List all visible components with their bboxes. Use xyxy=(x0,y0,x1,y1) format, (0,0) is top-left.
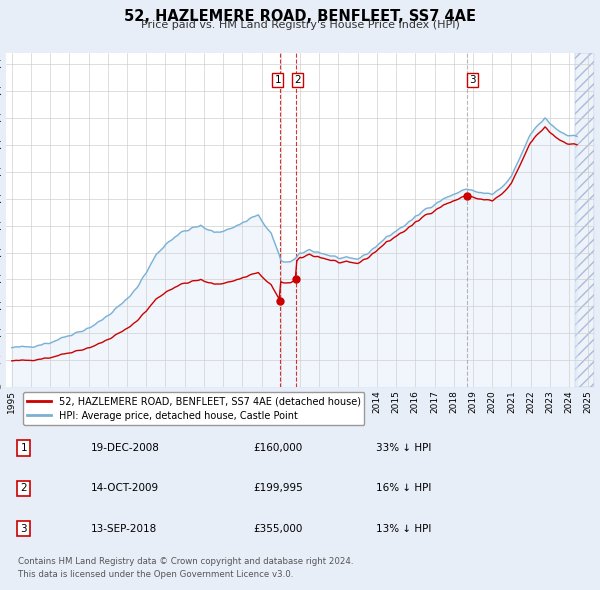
Text: 2: 2 xyxy=(20,483,27,493)
Text: £160,000: £160,000 xyxy=(253,443,302,453)
Text: 16% ↓ HPI: 16% ↓ HPI xyxy=(376,483,432,493)
Text: 14-OCT-2009: 14-OCT-2009 xyxy=(91,483,160,493)
Text: £199,995: £199,995 xyxy=(253,483,303,493)
Text: Price paid vs. HM Land Registry's House Price Index (HPI): Price paid vs. HM Land Registry's House … xyxy=(140,20,460,30)
Text: 3: 3 xyxy=(469,75,475,85)
Text: 1: 1 xyxy=(274,75,281,85)
Legend: 52, HAZLEMERE ROAD, BENFLEET, SS7 4AE (detached house), HPI: Average price, deta: 52, HAZLEMERE ROAD, BENFLEET, SS7 4AE (d… xyxy=(23,392,364,425)
Text: 19-DEC-2008: 19-DEC-2008 xyxy=(91,443,160,453)
Text: Contains HM Land Registry data © Crown copyright and database right 2024.: Contains HM Land Registry data © Crown c… xyxy=(18,556,353,565)
Text: 1: 1 xyxy=(20,443,27,453)
Text: 2: 2 xyxy=(295,75,301,85)
Text: 3: 3 xyxy=(20,523,27,533)
Text: This data is licensed under the Open Government Licence v3.0.: This data is licensed under the Open Gov… xyxy=(18,570,293,579)
Text: 13-SEP-2018: 13-SEP-2018 xyxy=(91,523,158,533)
Text: 52, HAZLEMERE ROAD, BENFLEET, SS7 4AE: 52, HAZLEMERE ROAD, BENFLEET, SS7 4AE xyxy=(124,9,476,24)
Text: 13% ↓ HPI: 13% ↓ HPI xyxy=(376,523,432,533)
Text: £355,000: £355,000 xyxy=(253,523,302,533)
Text: 33% ↓ HPI: 33% ↓ HPI xyxy=(376,443,432,453)
